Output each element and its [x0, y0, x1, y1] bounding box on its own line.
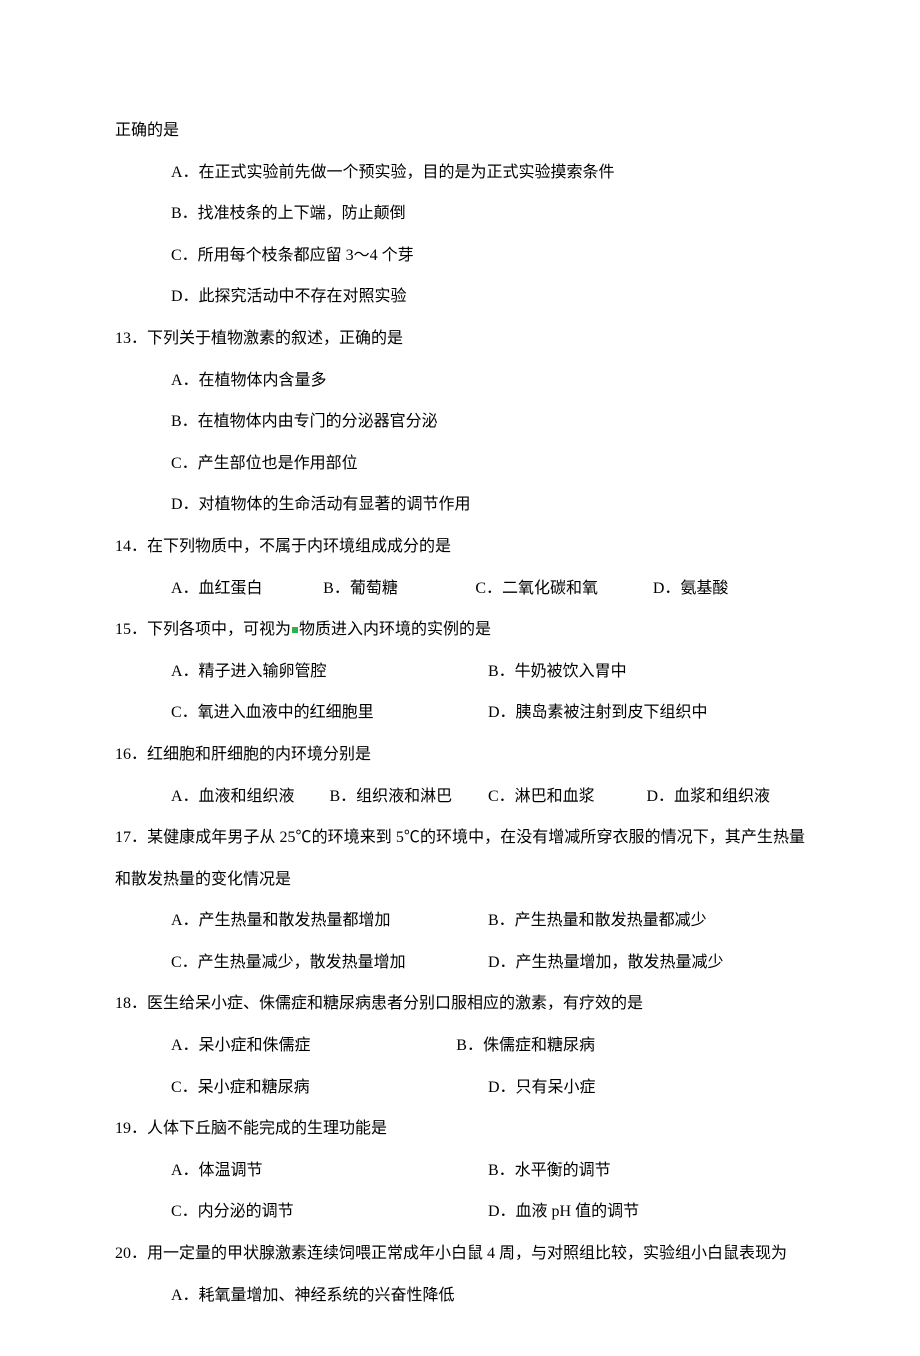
cont-stem: 正确的是 [115, 110, 805, 152]
q19-options-row2: C．内分泌的调节 D．血液 pH 值的调节 [115, 1191, 805, 1233]
q14-option-d: D．氨基酸 [653, 568, 805, 610]
q14-option-c: C．二氧化碳和氧 [475, 568, 653, 610]
q19-option-b: B．水平衡的调节 [488, 1150, 805, 1192]
q14-stem: 14．在下列物质中，不属于内环境组成成分的是 [115, 526, 805, 568]
q18-option-b: B．侏儒症和糖尿病 [456, 1025, 805, 1067]
q13-option-b: B．在植物体内由专门的分泌器官分泌 [115, 401, 805, 443]
q19-option-a: A．体温调节 [171, 1150, 488, 1192]
q16-options: A．血液和组织液 B．组织液和淋巴 C．淋巴和血浆 D．血浆和组织液 [115, 776, 805, 818]
q17-option-d: D．产生热量增加，散发热量减少 [488, 942, 805, 984]
q18-options-row1: A．呆小症和侏儒症 B．侏儒症和糖尿病 [115, 1025, 805, 1067]
q15-stem-a: 15．下列各项中，可视为 [115, 621, 291, 638]
q15-options-row1: A．精子进入输卵管腔 B．牛奶被饮入胃中 [115, 651, 805, 693]
q17-option-a: A．产生热量和散发热量都增加 [171, 900, 488, 942]
q16-option-a: A．血液和组织液 [171, 776, 330, 818]
q14-option-a: A．血红蛋白 [171, 568, 323, 610]
q19-option-d: D．血液 pH 值的调节 [488, 1191, 805, 1233]
q14-option-b: B．葡萄糖 [323, 568, 475, 610]
q16-option-d: D．血浆和组织液 [647, 776, 806, 818]
q18-stem: 18．医生给呆小症、侏儒症和糖尿病患者分别口服相应的激素，有疗效的是 [115, 983, 805, 1025]
q17-stem: 17．某健康成年男子从 25℃的环境来到 5℃的环境中，在没有增减所穿衣服的情况… [115, 817, 805, 900]
q19-option-c: C．内分泌的调节 [171, 1191, 488, 1233]
cont-option-b: B．找准枝条的上下端，防止颠倒 [115, 193, 805, 235]
q20-option-a: A．耗氧量增加、神经系统的兴奋性降低 [115, 1275, 805, 1317]
q15-option-a: A．精子进入输卵管腔 [171, 651, 488, 693]
q13-option-c: C．产生部位也是作用部位 [115, 443, 805, 485]
q15-stem: 15．下列各项中，可视为物质进入内环境的实例的是 [115, 609, 805, 651]
q20-stem: 20．用一定量的甲状腺激素连续饲喂正常成年小白鼠 4 周，与对照组比较，实验组小… [115, 1233, 805, 1275]
q18-options-row2: C．呆小症和糖尿病 D．只有呆小症 [115, 1067, 805, 1109]
q18-option-d: D．只有呆小症 [488, 1067, 805, 1109]
q17-option-c: C．产生热量减少，散发热量增加 [171, 942, 488, 984]
q14-options: A．血红蛋白 B．葡萄糖 C．二氧化碳和氧 D．氨基酸 [115, 568, 805, 610]
cont-option-c: C．所用每个枝条都应留 3～4 个芽 [115, 235, 805, 277]
q15-option-b: B．牛奶被饮入胃中 [488, 651, 805, 693]
q15-option-d: D．胰岛素被注射到皮下组织中 [488, 692, 805, 734]
q19-stem: 19．人体下丘脑不能完成的生理功能是 [115, 1108, 805, 1150]
q19-options-row1: A．体温调节 B．水平衡的调节 [115, 1150, 805, 1192]
typo-dot-icon [292, 627, 298, 633]
q17-options-row1: A．产生热量和散发热量都增加 B．产生热量和散发热量都减少 [115, 900, 805, 942]
q15-option-c: C．氧进入血液中的红细胞里 [171, 692, 488, 734]
q16-option-c: C．淋巴和血浆 [488, 776, 647, 818]
cont-option-a: A．在正式实验前先做一个预实验，目的是为正式实验摸索条件 [115, 152, 805, 194]
q15-options-row2: C．氧进入血液中的红细胞里 D．胰岛素被注射到皮下组织中 [115, 692, 805, 734]
q15-stem-b: 物质进入内环境的实例的是 [299, 621, 491, 638]
q18-option-a: A．呆小症和侏儒症 [171, 1025, 456, 1067]
q16-option-b: B．组织液和淋巴 [330, 776, 489, 818]
q13-stem: 13．下列关于植物激素的叙述，正确的是 [115, 318, 805, 360]
q13-option-a: A．在植物体内含量多 [115, 360, 805, 402]
cont-option-d: D．此探究活动中不存在对照实验 [115, 276, 805, 318]
q17-option-b: B．产生热量和散发热量都减少 [488, 900, 805, 942]
q16-stem: 16．红细胞和肝细胞的内环境分别是 [115, 734, 805, 776]
q17-options-row2: C．产生热量减少，散发热量增加 D．产生热量增加，散发热量减少 [115, 942, 805, 984]
q18-option-c: C．呆小症和糖尿病 [171, 1067, 488, 1109]
q13-option-d: D．对植物体的生命活动有显著的调节作用 [115, 484, 805, 526]
